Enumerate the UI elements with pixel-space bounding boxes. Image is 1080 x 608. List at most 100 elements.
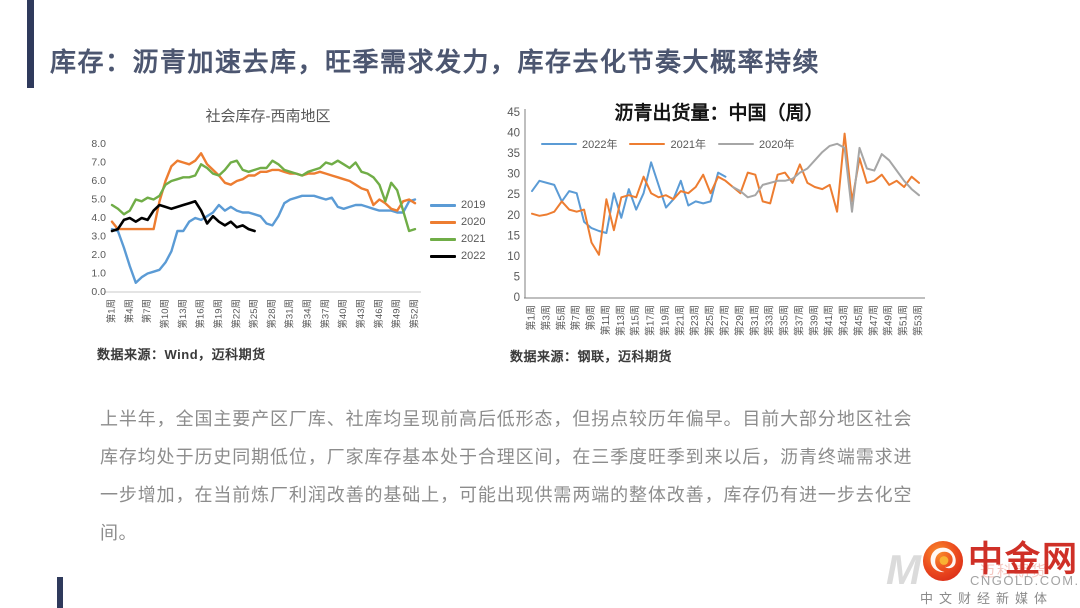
svg-text:25: 25 bbox=[507, 189, 520, 201]
shipment-chart-plot: 45 40 35 30 25 20 15 10 5 0 第1周 第3周 第5周 第7周 第9周 第11周 第13… bbox=[507, 107, 925, 336]
legend-label: 2022 bbox=[461, 250, 486, 262]
svg-text:第10周: 第10周 bbox=[159, 299, 171, 329]
svg-text:第31周: 第31周 bbox=[748, 305, 761, 336]
svg-text:第52周: 第52周 bbox=[409, 299, 421, 329]
legend-label: 2019 bbox=[461, 199, 486, 211]
svg-text:第43周: 第43周 bbox=[837, 305, 850, 336]
legend-swatch bbox=[430, 203, 456, 207]
svg-text:5.0: 5.0 bbox=[91, 194, 106, 206]
legend-swatch bbox=[717, 143, 754, 145]
svg-text:第21周: 第21周 bbox=[673, 305, 686, 336]
svg-text:15: 15 bbox=[507, 230, 520, 242]
legend-item-2022年: 2022年 bbox=[541, 136, 617, 152]
inventory-chart: 社会库存-西南地区 8.0 7.0 6.0 5.0 4.0 3.0 2.0 1.0 0.0 第1周… bbox=[88, 103, 488, 348]
svg-text:第7周: 第7周 bbox=[569, 305, 582, 331]
cngold-brand-name: 中金网 bbox=[968, 540, 1080, 579]
cngold-domain: CNGOLD.COM.CN bbox=[970, 573, 1080, 588]
legend-swatch bbox=[541, 143, 577, 145]
svg-text:第27周: 第27周 bbox=[718, 305, 731, 336]
title-accent-bar bbox=[27, 0, 34, 88]
svg-text:第29周: 第29周 bbox=[733, 305, 746, 336]
watermark-letter: M bbox=[886, 546, 921, 593]
page-title: 库存：沥青加速去库，旺季需求发力，库存去化节奏大概率持续 bbox=[50, 47, 821, 77]
svg-text:第31周: 第31周 bbox=[284, 299, 296, 329]
legend-item-2021: 2021 bbox=[430, 233, 485, 245]
footer-accent-bar bbox=[57, 577, 63, 608]
svg-text:第7周: 第7周 bbox=[141, 299, 153, 323]
svg-text:第28周: 第28周 bbox=[266, 299, 278, 329]
legend-label: 2020年 bbox=[758, 139, 795, 151]
svg-text:第40周: 第40周 bbox=[337, 299, 349, 329]
legend-swatch bbox=[430, 237, 456, 241]
legend-item-2021年: 2021年 bbox=[629, 136, 706, 152]
legend-item-2020: 2020 bbox=[430, 216, 485, 228]
svg-text:第34周: 第34周 bbox=[302, 299, 314, 329]
svg-text:0: 0 bbox=[514, 292, 520, 304]
svg-text:第13周: 第13周 bbox=[177, 299, 189, 329]
watermark-text: 迈科期货 bbox=[980, 563, 1049, 580]
svg-text:第19周: 第19周 bbox=[658, 305, 671, 336]
svg-text:1.0: 1.0 bbox=[91, 268, 106, 280]
legend-item-2020年: 2020年 bbox=[717, 136, 795, 152]
svg-text:第51周: 第51周 bbox=[897, 305, 910, 336]
svg-text:第53周: 第53周 bbox=[912, 305, 925, 336]
svg-text:第17周: 第17周 bbox=[644, 305, 657, 336]
svg-text:第25周: 第25周 bbox=[703, 305, 716, 336]
svg-text:第22周: 第22周 bbox=[230, 299, 242, 329]
svg-text:40: 40 bbox=[507, 128, 520, 140]
svg-text:第49周: 第49周 bbox=[391, 299, 403, 329]
svg-text:20: 20 bbox=[507, 210, 520, 222]
svg-text:8.0: 8.0 bbox=[91, 138, 106, 150]
svg-text:第43周: 第43周 bbox=[355, 299, 367, 329]
inventory-chart-title: 社会库存-西南地区 bbox=[205, 108, 331, 125]
svg-text:第1周: 第1周 bbox=[525, 305, 538, 331]
svg-text:0.0: 0.0 bbox=[91, 286, 106, 298]
inventory-source-note: 数据来源：Wind，迈科期货 bbox=[97, 347, 266, 362]
commentary-paragraph: 上半年，全国主要产区厂库、社库均呈现前高后低形态，但拐点较历年偏早。目前大部分地… bbox=[100, 409, 912, 543]
svg-text:第4周: 第4周 bbox=[123, 299, 135, 323]
legend-swatch bbox=[629, 143, 666, 145]
legend-label: 2021 bbox=[461, 233, 486, 245]
legend-item-2019: 2019 bbox=[430, 199, 485, 211]
cngold-tagline: 中文财经新媒体 bbox=[920, 591, 1054, 606]
legend-label: 2021年 bbox=[670, 139, 706, 151]
shipment-chart-title: 沥青出货量：中国（周） bbox=[614, 103, 824, 124]
svg-text:3.0: 3.0 bbox=[91, 231, 106, 243]
legend-label: 2022年 bbox=[582, 139, 618, 151]
svg-text:第19周: 第19周 bbox=[212, 299, 224, 329]
svg-text:第35周: 第35周 bbox=[778, 305, 791, 336]
svg-text:第39周: 第39周 bbox=[807, 305, 820, 336]
shipment-chart: 45 40 35 30 25 20 15 10 5 0 第1周 第3周 第5周 第7周 第9周 第11周 第13… bbox=[503, 98, 935, 360]
legend-swatch bbox=[430, 220, 456, 224]
svg-text:7.0: 7.0 bbox=[91, 157, 106, 169]
svg-text:第11周: 第11周 bbox=[599, 305, 612, 335]
inventory-chart-legend: 2019 2020 2021 2022 bbox=[430, 199, 485, 262]
svg-text:6.0: 6.0 bbox=[91, 175, 106, 187]
cngold-logo-icon bbox=[922, 540, 964, 582]
legend-label: 2020 bbox=[461, 216, 486, 228]
svg-text:30: 30 bbox=[507, 169, 520, 181]
svg-text:第15周: 第15周 bbox=[629, 305, 642, 336]
svg-text:4.0: 4.0 bbox=[91, 212, 106, 224]
svg-text:35: 35 bbox=[507, 148, 520, 160]
svg-text:45: 45 bbox=[507, 107, 520, 119]
svg-text:第37周: 第37周 bbox=[792, 305, 805, 336]
svg-text:第47周: 第47周 bbox=[867, 305, 880, 336]
svg-text:第13周: 第13周 bbox=[614, 305, 627, 336]
svg-text:第9周: 第9周 bbox=[584, 305, 597, 331]
svg-text:第1周: 第1周 bbox=[106, 299, 118, 323]
svg-text:第33周: 第33周 bbox=[763, 305, 776, 336]
svg-text:第3周: 第3周 bbox=[539, 305, 552, 331]
svg-text:第46周: 第46周 bbox=[373, 299, 385, 329]
svg-text:第5周: 第5周 bbox=[554, 305, 567, 331]
svg-text:第41周: 第41周 bbox=[822, 305, 835, 336]
legend-swatch bbox=[430, 254, 456, 258]
svg-text:第37周: 第37周 bbox=[319, 299, 331, 329]
shipment-chart-legend: 2022年 2021年 2020年 bbox=[541, 136, 794, 152]
svg-text:第49周: 第49周 bbox=[882, 305, 895, 336]
svg-text:第23周: 第23周 bbox=[688, 305, 701, 336]
svg-text:第25周: 第25周 bbox=[248, 299, 260, 329]
svg-text:第16周: 第16周 bbox=[195, 299, 207, 329]
